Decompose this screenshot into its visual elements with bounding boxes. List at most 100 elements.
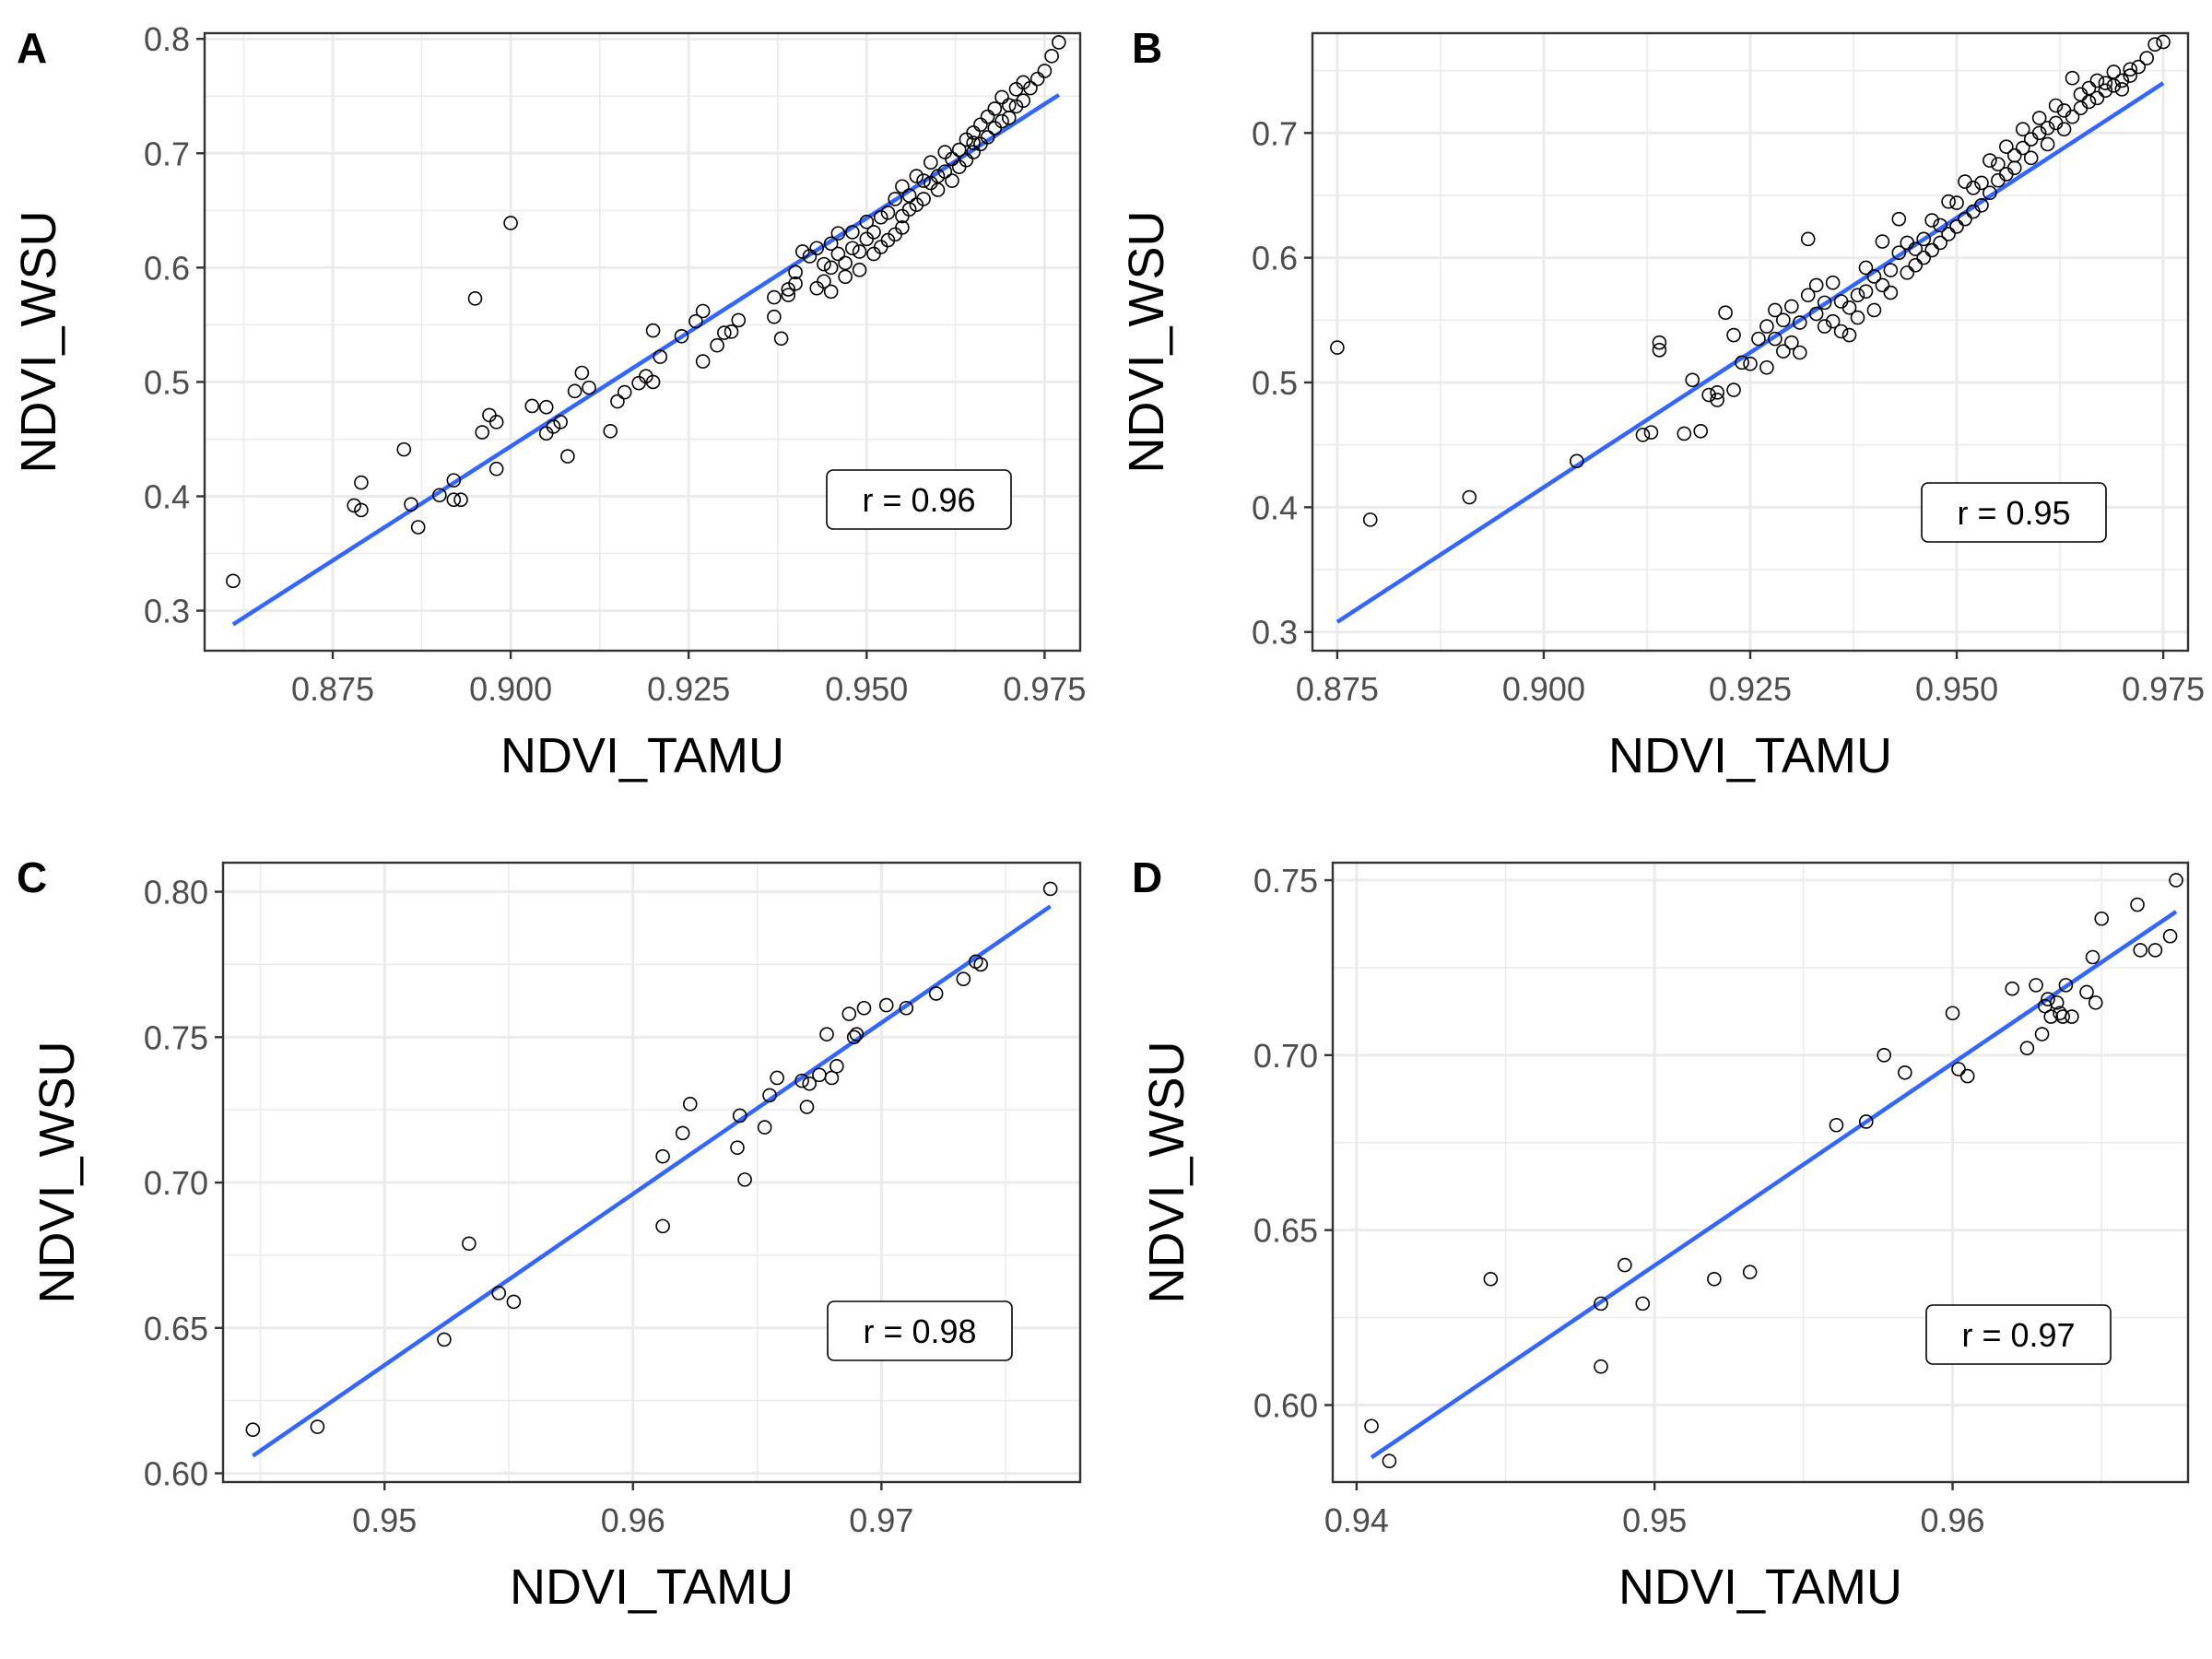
data-point xyxy=(1792,345,1807,360)
data-point xyxy=(2058,978,2074,993)
data-point xyxy=(674,328,689,344)
data-point xyxy=(838,255,853,271)
y-tick-label: 0.6 xyxy=(144,249,190,287)
data-point xyxy=(2162,928,2178,944)
data-point xyxy=(437,1332,452,1347)
data-point xyxy=(873,209,888,225)
y-tick-label: 0.3 xyxy=(1252,614,1298,652)
data-point xyxy=(1726,327,1741,343)
data-point xyxy=(675,1125,690,1141)
data-point xyxy=(1742,1265,1758,1280)
data-point xyxy=(1044,49,1059,64)
x-tick-label: 0.925 xyxy=(1709,670,1792,708)
data-point xyxy=(1891,245,1907,261)
data-point xyxy=(1382,1453,1397,1469)
data-point xyxy=(1808,306,1824,322)
points-layer xyxy=(1330,34,2171,527)
y-tick-label: 0.5 xyxy=(144,363,190,401)
data-point xyxy=(2147,37,2162,52)
data-point xyxy=(802,1076,817,1091)
data-point xyxy=(819,1027,834,1041)
data-point xyxy=(2040,121,2055,135)
data-point xyxy=(737,1172,752,1187)
data-point xyxy=(582,380,596,395)
y-tick-label: 0.80 xyxy=(144,874,208,912)
data-point xyxy=(987,101,1003,116)
data-point xyxy=(916,192,931,206)
data-point xyxy=(2029,978,2043,993)
data-point xyxy=(770,1070,784,1086)
data-point xyxy=(856,1000,872,1016)
panel-d: 0.94 0.95 0.96 0.60 0.65 0.70 0.75 D NDVI_TAMU… xyxy=(1132,853,2190,1615)
points-layer xyxy=(226,35,1066,589)
data-point xyxy=(1883,263,1899,277)
data-point xyxy=(1768,302,1783,318)
data-point xyxy=(1052,35,1066,50)
axis-ticks: 0.94 0.95 0.96 0.60 0.65 0.70 0.75 xyxy=(1253,862,1985,1539)
data-point xyxy=(710,337,724,353)
panel-tag: D xyxy=(1132,853,1162,901)
panel-border xyxy=(203,31,1082,653)
data-point xyxy=(1001,111,1017,125)
y-axis-title: NDVI_WSU xyxy=(1119,210,1174,473)
data-point xyxy=(994,113,1009,129)
data-point xyxy=(2065,109,2080,124)
data-point xyxy=(1858,260,1874,276)
data-point xyxy=(781,288,796,302)
data-point xyxy=(1701,387,1716,403)
data-point xyxy=(396,441,412,457)
data-point xyxy=(1594,1359,1608,1374)
x-tick-label: 0.975 xyxy=(1003,670,1086,708)
data-point xyxy=(567,383,582,399)
data-point xyxy=(1776,344,1791,359)
data-point xyxy=(2089,73,2105,88)
data-point xyxy=(2088,995,2103,1010)
data-point xyxy=(730,1140,745,1155)
x-tick-label: 0.95 xyxy=(1622,1501,1687,1539)
data-point xyxy=(1030,71,1045,87)
x-tick-label: 0.875 xyxy=(291,670,374,708)
data-point xyxy=(930,182,946,197)
annotation-box xyxy=(827,1300,1013,1361)
data-point xyxy=(1941,194,1956,209)
data-point xyxy=(980,130,995,145)
data-point xyxy=(846,1030,862,1045)
data-point xyxy=(2048,98,2064,113)
axis-ticks: 0.875 0.900 0.925 0.950 0.975 0.3 0.4 0.5 0.6 0.7 xyxy=(1252,114,2205,708)
data-point xyxy=(945,173,959,188)
data-point xyxy=(491,1286,507,1300)
data-point xyxy=(794,244,810,259)
data-point xyxy=(2085,949,2100,965)
data-point xyxy=(2123,68,2138,83)
data-point xyxy=(809,241,825,256)
data-point xyxy=(688,313,703,329)
data-point xyxy=(2055,1009,2070,1024)
data-point xyxy=(1652,335,1667,350)
x-tick-label: 0.94 xyxy=(1324,1501,1389,1539)
data-point xyxy=(717,325,732,340)
data-point xyxy=(432,488,447,503)
axis-ticks: 0.95 0.96 0.97 0.60 0.65 0.70 0.75 0.80 xyxy=(144,874,913,1539)
data-point xyxy=(1792,315,1807,330)
data-point xyxy=(553,415,568,429)
data-point xyxy=(823,260,839,276)
data-point xyxy=(1875,234,1890,249)
data-point xyxy=(2133,943,2148,958)
data-point xyxy=(724,324,739,339)
data-point xyxy=(2139,51,2154,65)
fit-line-layer xyxy=(1335,81,2165,624)
data-point xyxy=(1916,250,1932,265)
data-point xyxy=(773,331,789,347)
data-point xyxy=(937,164,953,179)
y-tick-label: 0.6 xyxy=(1252,240,1298,277)
data-point xyxy=(2041,992,2055,1006)
data-point xyxy=(1974,197,1989,213)
data-point xyxy=(506,1294,522,1310)
data-point xyxy=(901,188,917,203)
data-point xyxy=(916,173,931,188)
data-point xyxy=(404,497,418,512)
data-point xyxy=(1759,319,1774,334)
data-point xyxy=(1569,453,1584,469)
data-point xyxy=(1908,257,1924,273)
